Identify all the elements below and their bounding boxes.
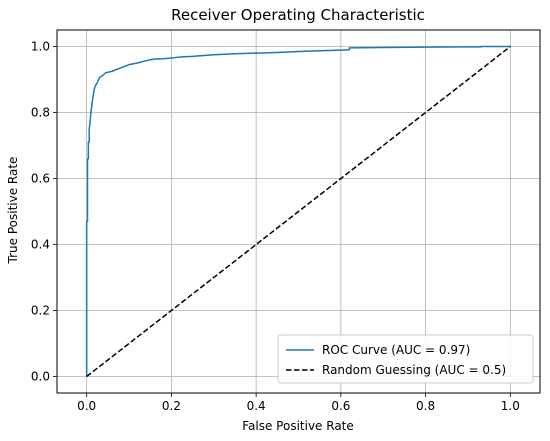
x-tick-label: 0.6 xyxy=(331,399,350,413)
chart-title: Receiver Operating Characteristic xyxy=(171,6,425,24)
plot-frame xyxy=(56,29,541,394)
grid xyxy=(57,30,540,393)
y-tick-label: 0.2 xyxy=(31,304,50,318)
series-line-1 xyxy=(86,45,511,378)
x-tick-label: 1.0 xyxy=(501,399,520,413)
legend-label-0: ROC Curve (AUC = 0.97) xyxy=(322,343,470,357)
x-axis-label: False Positive Rate xyxy=(242,419,354,433)
series-line-0 xyxy=(85,45,511,377)
y-axis-label: True Positive Rate xyxy=(6,157,20,265)
y-tick-label: 0.0 xyxy=(31,370,50,384)
y-tick-label: 1.0 xyxy=(31,40,50,54)
legend: ROC Curve (AUC = 0.97) Random Guessing (A… xyxy=(277,334,534,384)
y-tick-label: 0.4 xyxy=(31,238,50,252)
x-tick-label: 0.4 xyxy=(247,399,266,413)
axis-ticks: 0.0 0.2 0.4 0.6 0.8 1.0 0.0 0.2 0.4 0.6 0.8 1.0 xyxy=(31,40,520,414)
plot-series xyxy=(85,45,511,378)
y-tick-label: 0.8 xyxy=(31,106,50,120)
y-tick-label: 0.6 xyxy=(31,172,50,186)
legend-box xyxy=(277,334,534,384)
x-tick-label: 0.0 xyxy=(77,399,96,413)
x-tick-label: 0.2 xyxy=(162,399,181,413)
x-tick-label: 0.8 xyxy=(416,399,435,413)
legend-label-1: Random Guessing (AUC = 0.5) xyxy=(322,363,506,377)
